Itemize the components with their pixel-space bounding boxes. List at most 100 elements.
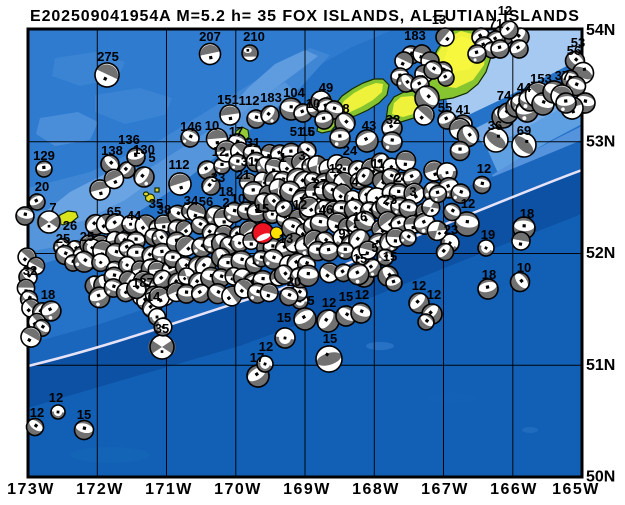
svg-text:18: 18 bbox=[520, 206, 534, 221]
svg-text:12: 12 bbox=[322, 295, 336, 310]
svg-text:130: 130 bbox=[133, 142, 155, 157]
svg-text:151: 151 bbox=[217, 92, 239, 107]
svg-text:46: 46 bbox=[319, 202, 333, 217]
svg-text:65: 65 bbox=[107, 204, 121, 219]
svg-text:210: 210 bbox=[243, 29, 265, 44]
svg-text:10: 10 bbox=[517, 260, 531, 275]
svg-text:25: 25 bbox=[56, 231, 70, 246]
svg-text:38: 38 bbox=[157, 202, 171, 217]
svg-text:172W: 172W bbox=[76, 481, 124, 498]
svg-text:15: 15 bbox=[77, 407, 91, 422]
svg-text:5: 5 bbox=[148, 150, 155, 165]
svg-text:55: 55 bbox=[438, 100, 452, 115]
svg-text:31: 31 bbox=[241, 154, 255, 169]
svg-text:153: 153 bbox=[530, 71, 552, 86]
svg-text:23: 23 bbox=[444, 222, 458, 237]
svg-text:13: 13 bbox=[279, 231, 293, 246]
svg-text:53: 53 bbox=[571, 35, 585, 50]
svg-text:12: 12 bbox=[293, 197, 307, 212]
svg-text:207: 207 bbox=[199, 29, 221, 44]
svg-text:136: 136 bbox=[118, 132, 140, 147]
svg-text:26: 26 bbox=[63, 218, 77, 233]
svg-text:170W: 170W bbox=[214, 481, 262, 498]
svg-text:146: 146 bbox=[180, 119, 202, 134]
svg-text:275: 275 bbox=[97, 49, 119, 64]
svg-text:44: 44 bbox=[127, 208, 142, 223]
svg-text:104: 104 bbox=[283, 85, 305, 100]
svg-text:18: 18 bbox=[41, 287, 55, 302]
svg-text:3: 3 bbox=[298, 148, 305, 163]
svg-text:2: 2 bbox=[222, 195, 229, 210]
svg-text:35: 35 bbox=[149, 196, 163, 211]
svg-text:166W: 166W bbox=[490, 481, 538, 498]
svg-text:54N: 54N bbox=[586, 22, 615, 39]
svg-text:71: 71 bbox=[489, 16, 503, 31]
svg-text:112: 112 bbox=[169, 157, 190, 172]
svg-text:16: 16 bbox=[353, 209, 367, 224]
svg-text:33: 33 bbox=[211, 170, 225, 185]
svg-text:35: 35 bbox=[155, 321, 169, 336]
svg-text:52N: 52N bbox=[586, 245, 615, 262]
svg-text:18: 18 bbox=[482, 267, 496, 282]
svg-text:1: 1 bbox=[279, 150, 286, 165]
svg-text:129: 129 bbox=[33, 148, 55, 163]
svg-text:15: 15 bbox=[323, 331, 337, 346]
svg-text:12: 12 bbox=[355, 287, 369, 302]
svg-text:E202509041954A M=5.2 h= 35 FOX: E202509041954A M=5.2 h= 35 FOX ISLANDS, … bbox=[30, 8, 580, 25]
svg-text:5: 5 bbox=[307, 293, 314, 308]
svg-text:4: 4 bbox=[351, 174, 359, 189]
svg-text:3: 3 bbox=[409, 184, 416, 199]
svg-text:16: 16 bbox=[301, 124, 315, 139]
svg-text:25: 25 bbox=[80, 229, 94, 244]
svg-text:18: 18 bbox=[219, 184, 233, 199]
svg-text:10: 10 bbox=[306, 96, 320, 111]
svg-text:183: 183 bbox=[404, 28, 426, 43]
svg-text:12: 12 bbox=[329, 161, 343, 176]
svg-text:20: 20 bbox=[287, 274, 301, 289]
svg-text:41: 41 bbox=[456, 102, 470, 117]
svg-text:15: 15 bbox=[255, 201, 269, 216]
svg-text:15: 15 bbox=[353, 251, 367, 266]
svg-text:44: 44 bbox=[517, 80, 532, 95]
svg-text:56: 56 bbox=[567, 43, 581, 58]
svg-text:7: 7 bbox=[49, 200, 56, 215]
svg-text:74: 74 bbox=[497, 88, 512, 103]
svg-text:49: 49 bbox=[319, 80, 333, 95]
svg-text:20: 20 bbox=[35, 179, 49, 194]
svg-text:165W: 165W bbox=[552, 481, 600, 498]
svg-text:173W: 173W bbox=[7, 481, 55, 498]
svg-text:13: 13 bbox=[432, 12, 446, 27]
svg-text:15: 15 bbox=[383, 249, 397, 264]
svg-text:50N: 50N bbox=[586, 469, 615, 486]
svg-text:27: 27 bbox=[313, 176, 327, 191]
svg-text:34: 34 bbox=[184, 193, 199, 208]
svg-text:32: 32 bbox=[386, 112, 400, 127]
svg-text:19: 19 bbox=[481, 227, 495, 242]
svg-text:11: 11 bbox=[371, 156, 385, 171]
svg-text:14: 14 bbox=[146, 289, 161, 304]
svg-text:168W: 168W bbox=[352, 481, 400, 498]
svg-text:187: 187 bbox=[132, 275, 154, 290]
svg-text:12: 12 bbox=[212, 144, 226, 159]
svg-text:24: 24 bbox=[343, 143, 358, 158]
svg-text:37: 37 bbox=[555, 68, 569, 83]
svg-text:12: 12 bbox=[427, 287, 441, 302]
svg-text:12: 12 bbox=[412, 278, 426, 293]
svg-text:17: 17 bbox=[229, 124, 243, 139]
svg-text:17: 17 bbox=[250, 350, 264, 365]
svg-text:31: 31 bbox=[246, 135, 260, 150]
svg-text:15: 15 bbox=[277, 310, 291, 325]
svg-text:12: 12 bbox=[30, 405, 44, 420]
svg-text:15: 15 bbox=[339, 289, 353, 304]
svg-text:2: 2 bbox=[394, 170, 401, 185]
svg-text:10: 10 bbox=[205, 118, 219, 133]
svg-text:12: 12 bbox=[498, 3, 512, 18]
svg-text:10: 10 bbox=[231, 191, 245, 206]
svg-text:36: 36 bbox=[488, 118, 502, 133]
svg-text:112: 112 bbox=[239, 93, 260, 108]
svg-text:5: 5 bbox=[371, 240, 378, 255]
svg-text:183: 183 bbox=[260, 90, 282, 105]
svg-text:21: 21 bbox=[236, 167, 250, 182]
svg-text:51: 51 bbox=[290, 124, 304, 139]
svg-text:53N: 53N bbox=[586, 134, 615, 151]
